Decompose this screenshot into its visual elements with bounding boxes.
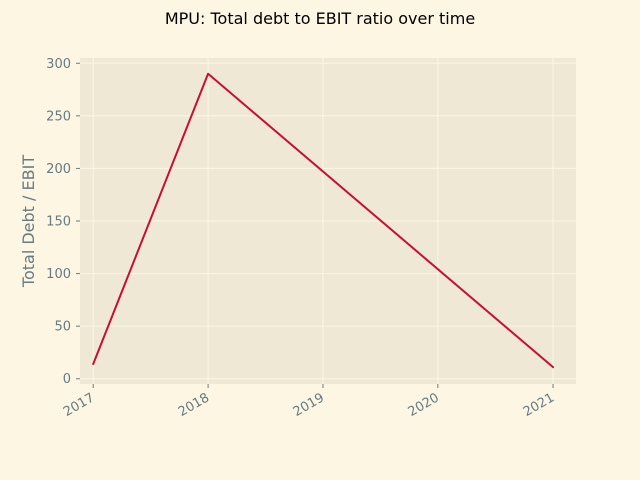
- y-axis-ticks: 0 50 100 150 200 250 300: [46, 57, 80, 387]
- y-tick-label: 100: [46, 267, 71, 282]
- gridlines: [80, 58, 576, 384]
- y-tick-label: 200: [46, 162, 71, 177]
- y-tick-label: 150: [46, 215, 71, 230]
- y-tick-label: 50: [54, 320, 71, 335]
- series-layer: [92, 72, 555, 369]
- y-tick-label: 250: [46, 109, 71, 124]
- y-axis-label: Total Debt / EBIT: [19, 155, 38, 288]
- y-tick-label: 0: [63, 372, 71, 387]
- chart-title: MPU: Total debt to EBIT ratio over time: [165, 9, 475, 28]
- y-tick-label: 300: [46, 57, 71, 72]
- series-line: [92, 72, 555, 369]
